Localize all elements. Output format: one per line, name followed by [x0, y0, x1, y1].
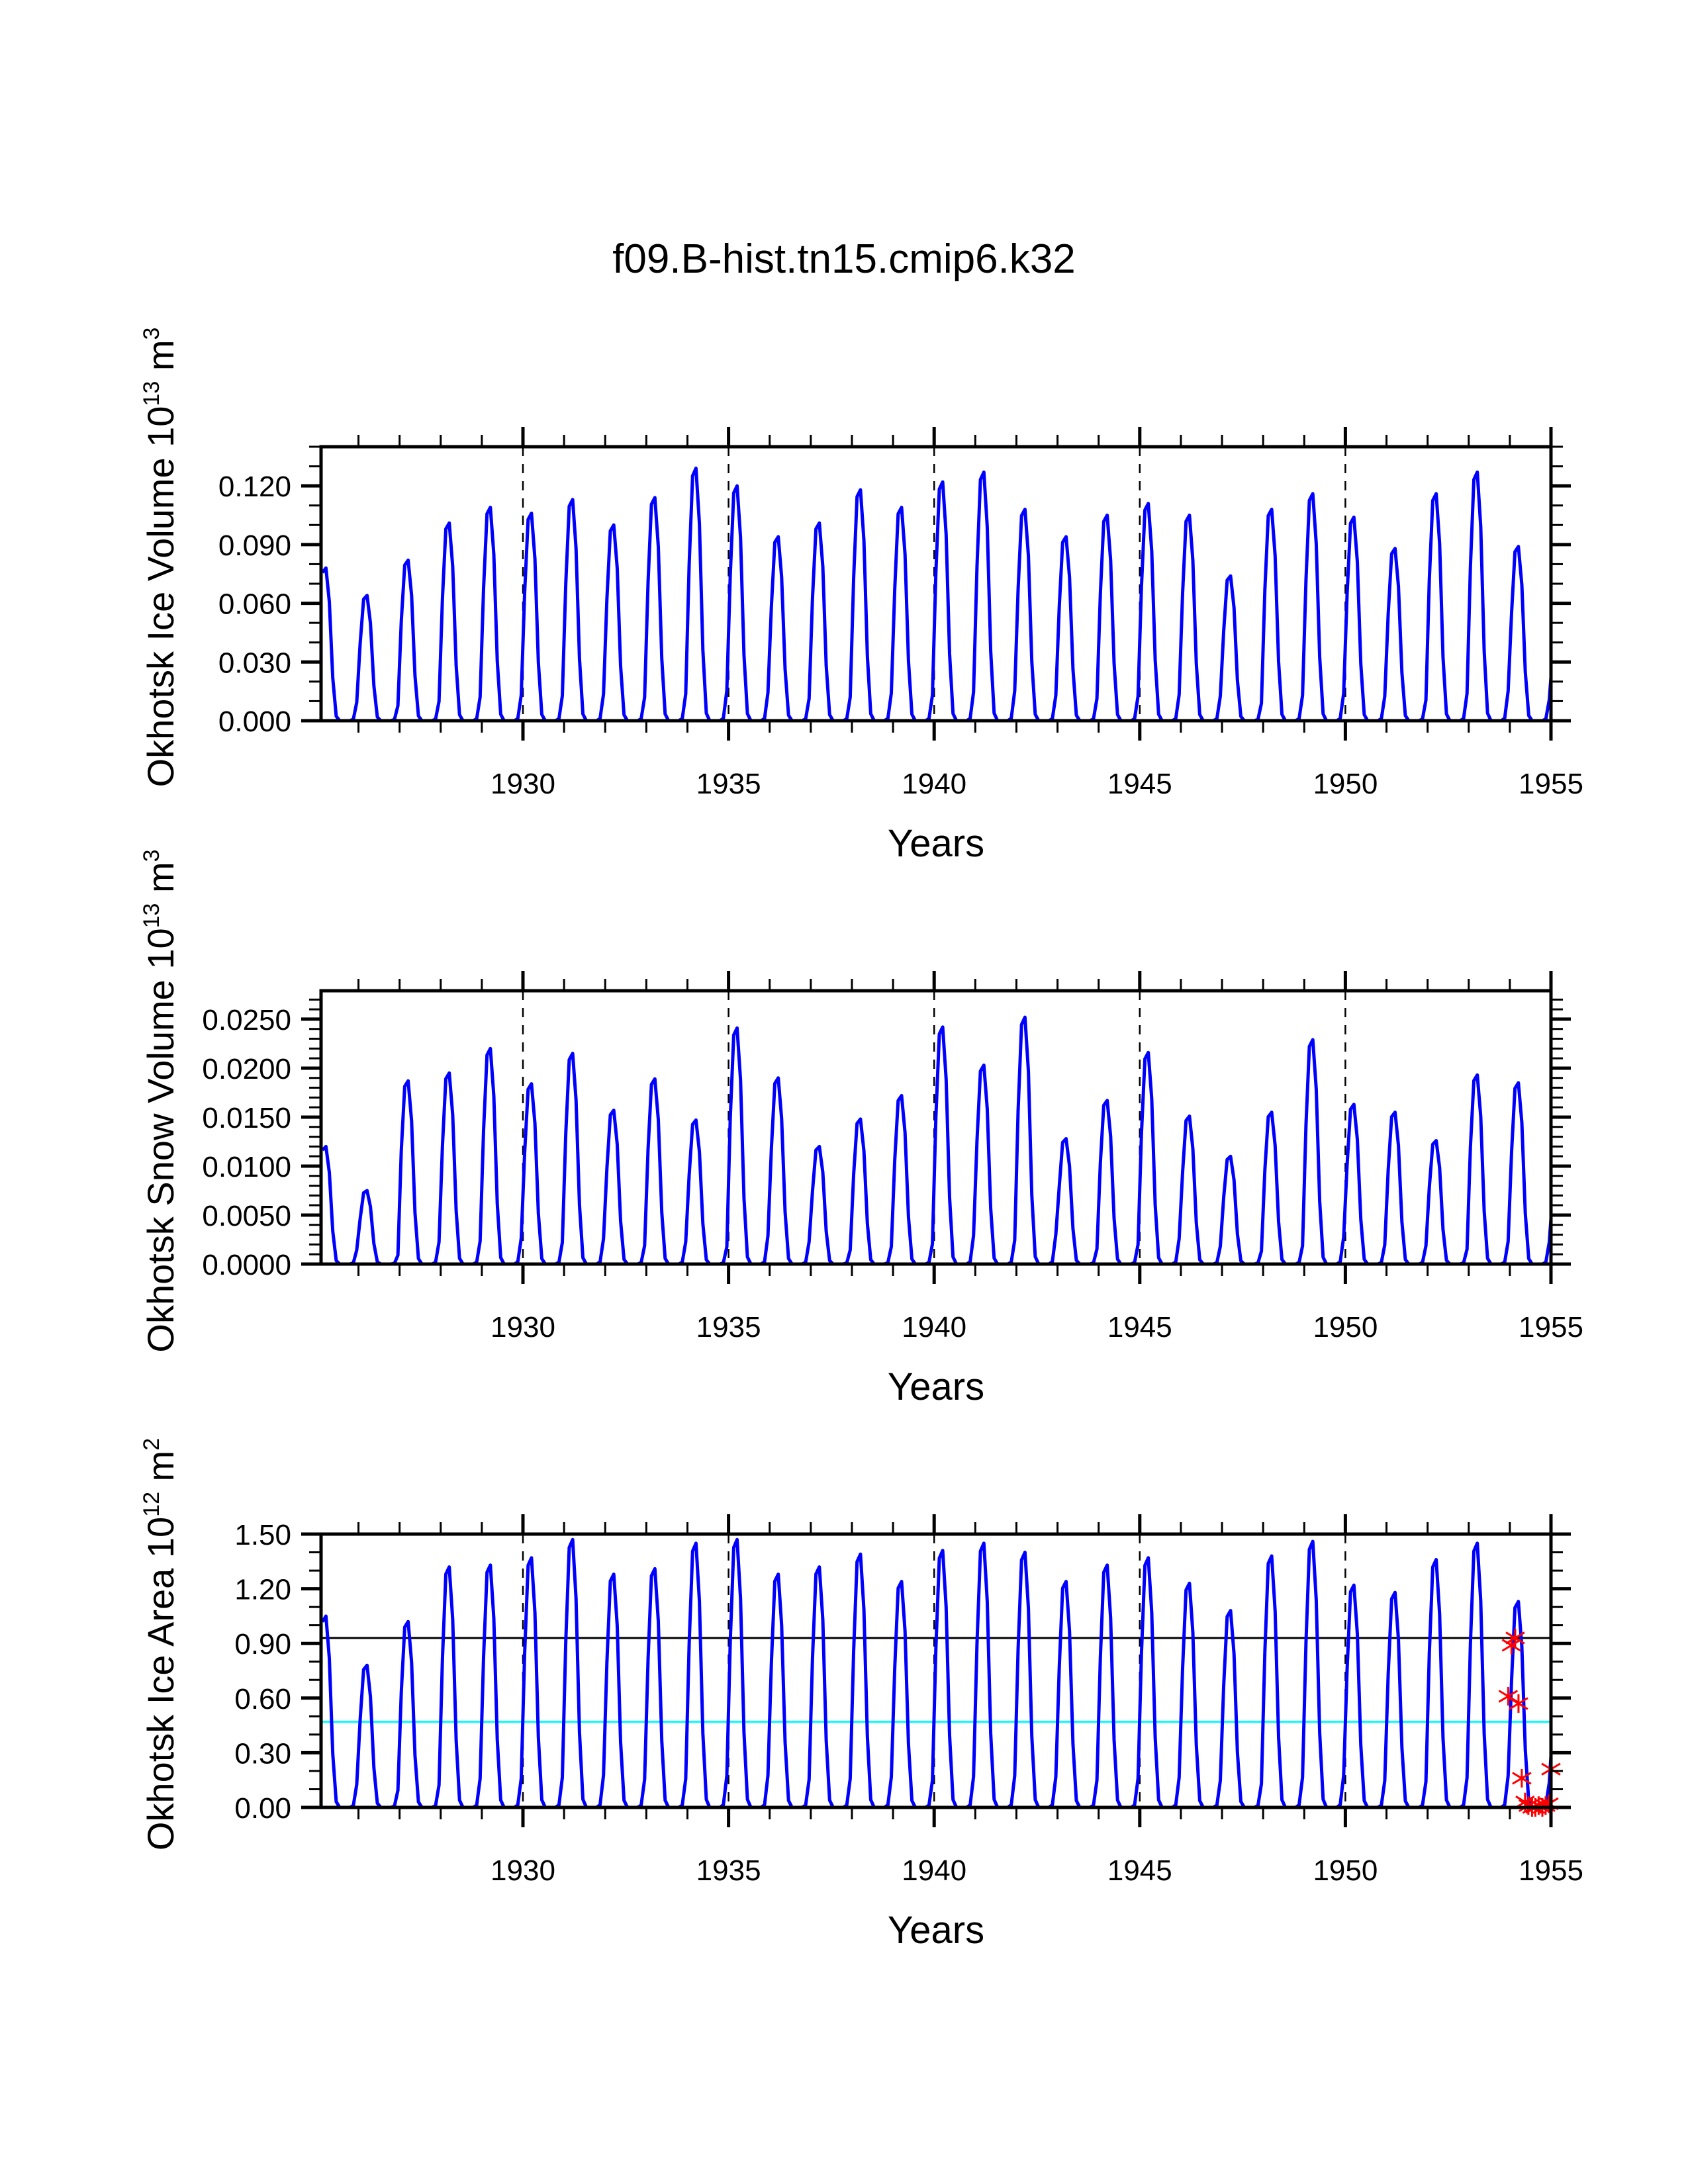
y-axis-title-part: 13: [139, 903, 164, 929]
y-tick-label: 0.000: [218, 705, 291, 738]
y-axis-title-part: Okhotsk Snow Volume 10: [140, 928, 181, 1352]
y-axis-title-part: 13: [139, 381, 164, 406]
marker-point: [1512, 1768, 1532, 1788]
plot-frame: [319, 1532, 1553, 1809]
y-tick-label: 0.0250: [202, 1004, 291, 1036]
y-tick-label: 0.30: [234, 1737, 291, 1770]
y-axis-title-part: m: [140, 1451, 181, 1492]
series-line-ice-area: [321, 1537, 1553, 1809]
series-line-ice-volume: [321, 467, 1553, 723]
y-axis-title-part: m: [140, 862, 181, 903]
series-line-snow-volume: [321, 1015, 1553, 1266]
y-tick-label: 0.00: [234, 1792, 291, 1825]
chart-title: f09.B-hist.tn15.cmip6.k32: [612, 236, 1076, 282]
y-tick-label: 0.0050: [202, 1200, 291, 1232]
x-tick-label: 1950: [1313, 1854, 1378, 1887]
y-tick-label: 0.0200: [202, 1053, 291, 1085]
x-tick-label: 1930: [491, 1311, 555, 1343]
x-tick-label: 1935: [696, 768, 761, 800]
panel-ice-area: 1930 1935 1940 1945 1950 1955 0.00 0.30 0.60 0.90…: [139, 1438, 1583, 1952]
y-tick-label: 0.60: [234, 1683, 291, 1715]
y-axis-title-part: Okhotsk Ice Volume 10: [140, 406, 181, 788]
x-tick-label: 1935: [696, 1854, 761, 1887]
x-axis-title: Years: [888, 1909, 984, 1952]
y-axis-title-part: Okhotsk Ice Area 10: [140, 1517, 181, 1850]
x-tick-label: 1950: [1313, 1311, 1378, 1343]
x-tick-label: 1955: [1519, 1854, 1583, 1887]
y-tick-label: 0.90: [234, 1628, 291, 1661]
y-axis-title-part: 3: [139, 849, 164, 862]
x-axis-title: Years: [888, 822, 984, 865]
x-tick-label: 1945: [1107, 1311, 1172, 1343]
marker-point: [1505, 1628, 1525, 1647]
panel-ice-volume: 1930 1935 1940 1945 1950 1955 0.000 0.030 0.060 0…: [139, 328, 1583, 865]
y-tick-label: 1.50: [234, 1519, 291, 1551]
x-tick-label: 1950: [1313, 768, 1378, 800]
y-tick-label: 0.0000: [202, 1249, 291, 1281]
x-tick-label: 1940: [902, 1854, 966, 1887]
y-tick-label: 0.0100: [202, 1151, 291, 1183]
x-tick-label: 1930: [491, 768, 555, 800]
x-tick-label: 1940: [902, 768, 966, 800]
x-tick-label: 1935: [696, 1311, 761, 1343]
y-axis-title: Okhotsk Snow Volume 1013 m3: [139, 849, 181, 1352]
x-tick-label: 1955: [1519, 768, 1583, 800]
x-axis-title: Years: [888, 1365, 984, 1408]
y-tick-label: 0.060: [218, 588, 291, 621]
x-tick-label: 1955: [1519, 1311, 1583, 1343]
y-tick-label: 1.20: [234, 1574, 291, 1606]
x-tick-label: 1945: [1107, 768, 1172, 800]
y-axis-title: Okhotsk Ice Area 1012 m2: [139, 1438, 181, 1850]
marker-point: [1498, 1687, 1519, 1706]
panel-snow-volume: 1930 1935 1940 1945 1950 1955 0.0000 0.0050 0.01…: [139, 849, 1583, 1408]
y-tick-label: 0.090: [218, 529, 291, 562]
y-axis-title: Okhotsk Ice Volume 1013 m3: [139, 328, 181, 788]
x-tick-label: 1940: [902, 1311, 966, 1343]
x-tick-label: 1930: [491, 1854, 555, 1887]
x-tick-label: 1945: [1107, 1854, 1172, 1887]
y-axis-title-part: 2: [139, 1438, 164, 1451]
y-axis-title-part: 3: [139, 328, 164, 340]
y-tick-label: 0.0150: [202, 1102, 291, 1134]
y-axis-title-part: 12: [139, 1492, 164, 1517]
marker-point: [1509, 1694, 1528, 1713]
y-axis-title-part: m: [140, 340, 181, 381]
y-tick-label: 0.120: [218, 471, 291, 503]
y-tick-label: 0.030: [218, 647, 291, 679]
